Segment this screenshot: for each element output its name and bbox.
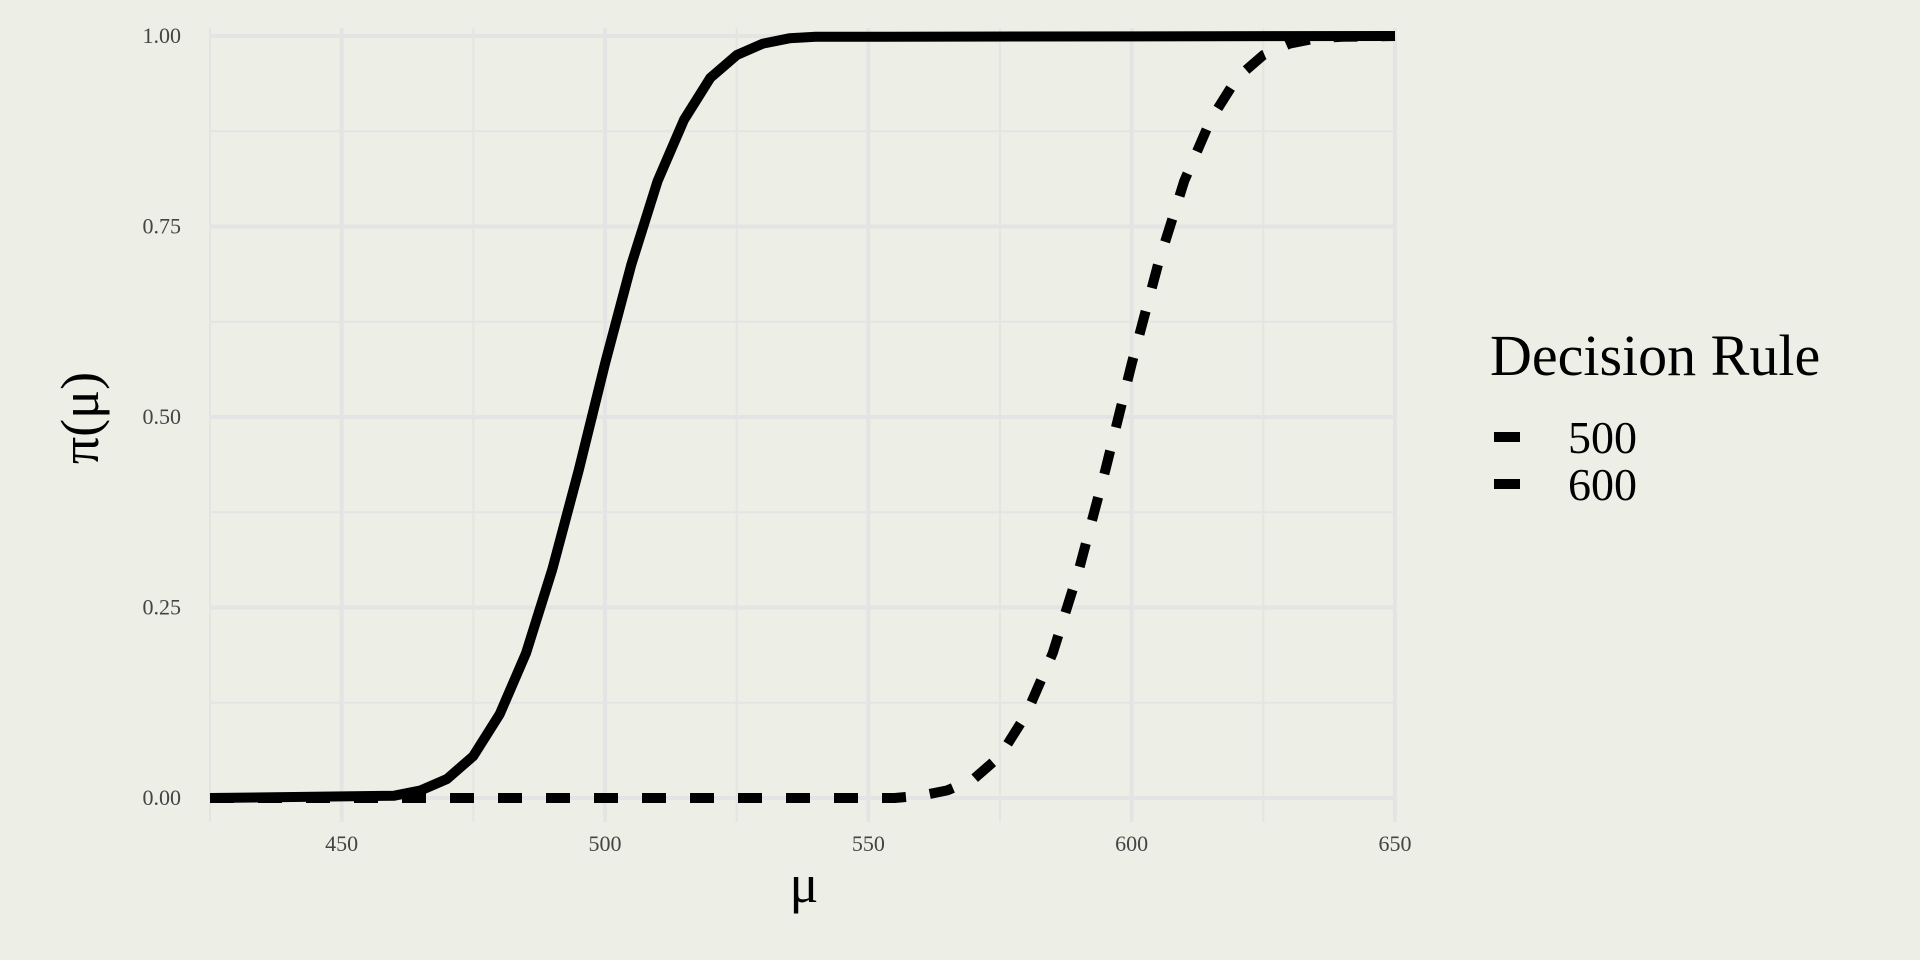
series-line-600 <box>210 31 1396 803</box>
legend-label-500: 500 <box>1568 412 1637 463</box>
x-tick-label: 450 <box>325 831 358 856</box>
gridlines <box>209 28 1397 822</box>
x-tick-label: 600 <box>1115 831 1148 856</box>
y-axis-ticks: 0.00 0.25 0.50 0.75 1.00 <box>143 23 182 810</box>
x-axis-ticks: 450 500 550 600 650 <box>325 831 1411 856</box>
legend-title: Decision Rule <box>1490 323 1820 388</box>
x-tick-label: 550 <box>852 831 885 856</box>
series-lines <box>209 31 1396 803</box>
y-tick-label: 0.75 <box>143 214 182 239</box>
y-tick-label: 0.50 <box>143 404 182 429</box>
x-tick-label: 650 <box>1379 831 1412 856</box>
series-line-500 <box>209 31 1396 803</box>
y-axis-title: π(μ) <box>50 372 110 464</box>
y-tick-label: 0.00 <box>143 785 182 810</box>
x-axis-title: μ <box>790 854 819 914</box>
y-tick-label: 0.25 <box>143 595 182 620</box>
x-tick-label: 500 <box>589 831 622 856</box>
legend-label-600: 600 <box>1568 459 1637 510</box>
y-tick-label: 1.00 <box>143 23 182 48</box>
